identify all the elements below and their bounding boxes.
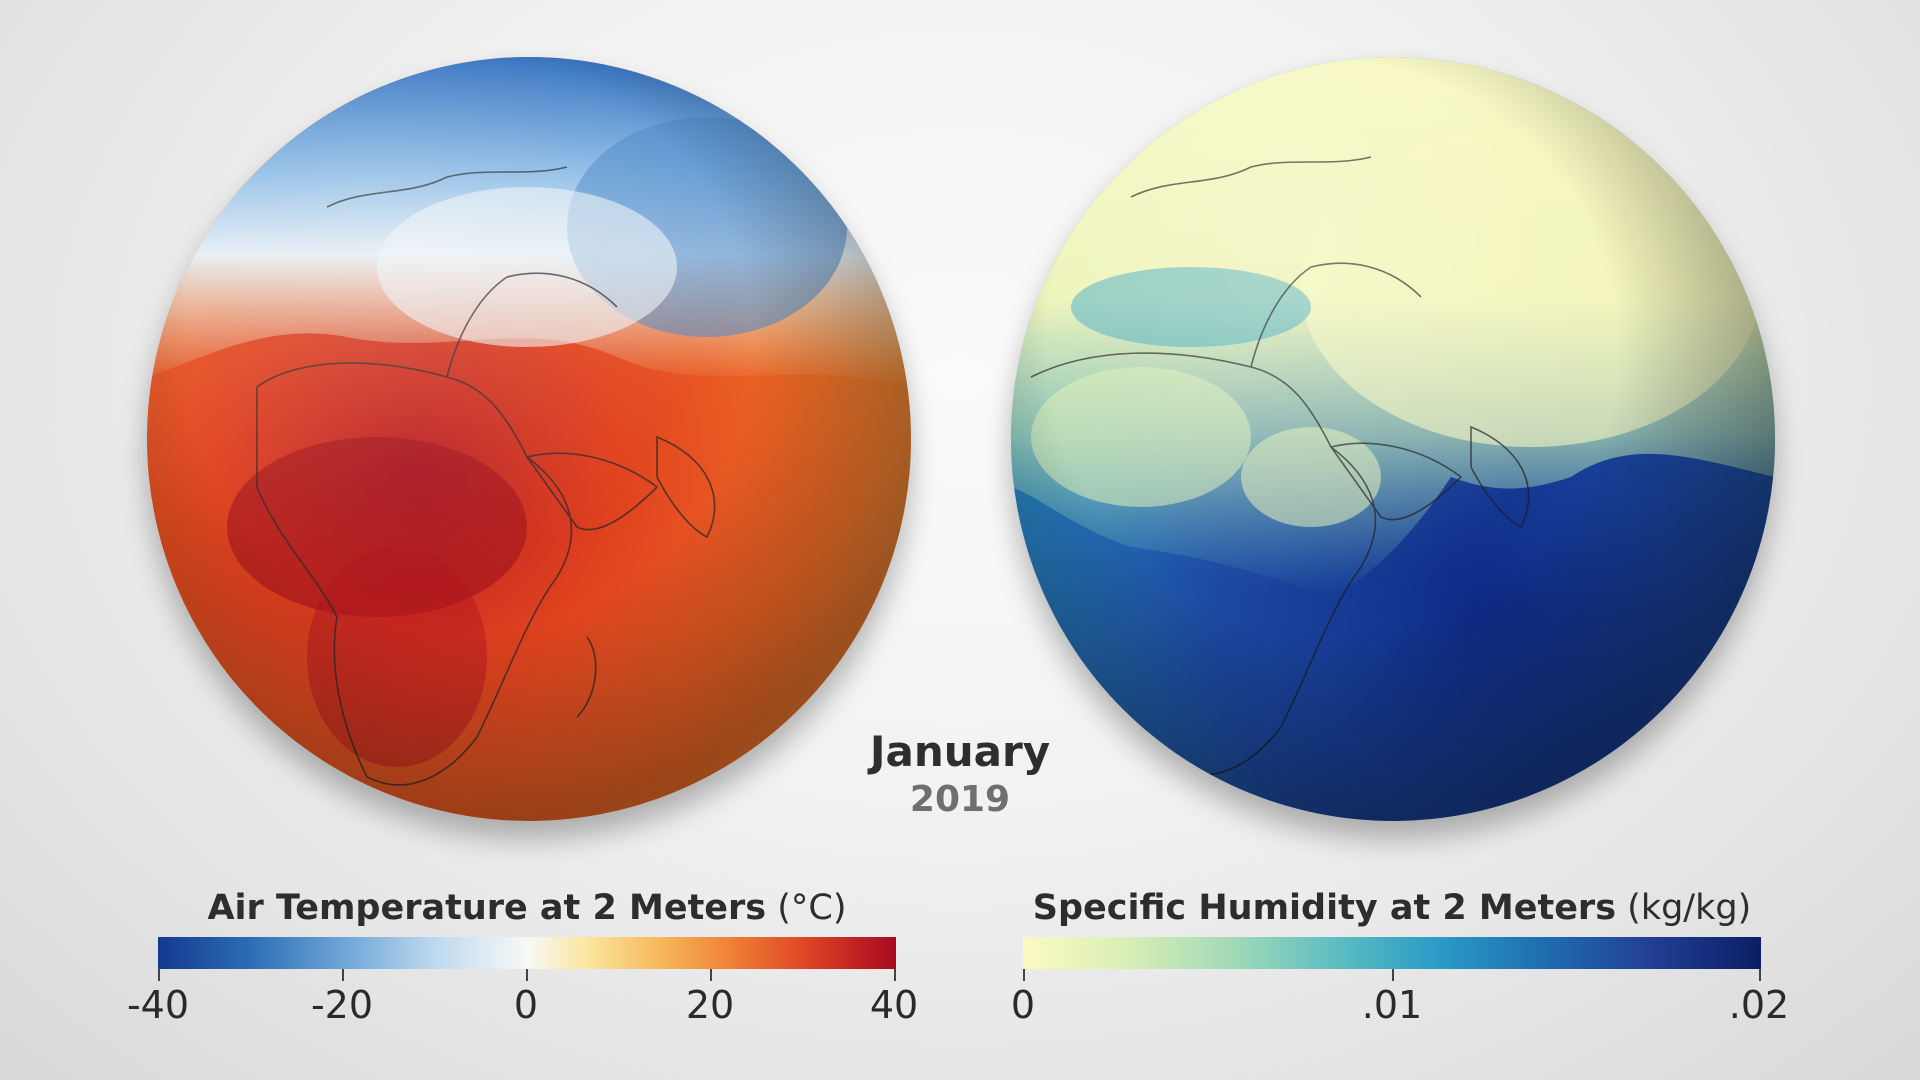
- temperature-tick: [158, 969, 160, 981]
- temperature-tick: [342, 969, 344, 981]
- temperature-globe-map: [147, 57, 911, 821]
- temperature-tick-label: 40: [869, 983, 919, 1027]
- month-label: January: [869, 727, 1051, 776]
- year-label: 2019: [909, 779, 1011, 820]
- temperature-tick-label: -40: [126, 983, 190, 1027]
- humidity-tick: [1023, 969, 1025, 981]
- humidity-title: Specific Humidity at 2 Meters: [1032, 888, 1617, 928]
- temperature-tick-label: -20: [310, 983, 374, 1027]
- humidity-tick-label: .01: [1361, 983, 1423, 1027]
- humidity-globe-map: [1011, 57, 1775, 821]
- temperature-colorbar: [158, 937, 896, 969]
- humidity-tick: [1392, 969, 1394, 981]
- temperature-tick: [710, 969, 712, 981]
- temperature-tick: [526, 969, 528, 981]
- temperature-unit: (°C): [777, 888, 847, 928]
- temperature-legend-title: Air Temperature at 2 Meters (°C): [158, 888, 896, 928]
- humidity-unit: (kg/kg): [1627, 888, 1752, 928]
- humidity-tick-label: 0: [1010, 983, 1036, 1027]
- temperature-tick-label: 20: [685, 983, 735, 1027]
- humidity-legend-title: Specific Humidity at 2 Meters (kg/kg): [1023, 888, 1761, 928]
- temperature-tick: [894, 969, 896, 981]
- temperature-title: Air Temperature at 2 Meters: [207, 888, 767, 928]
- date-label: January 2019: [810, 726, 1110, 822]
- humidity-tick: [1759, 969, 1761, 981]
- humidity-colorbar: [1023, 937, 1761, 969]
- humidity-tick-label: .02: [1728, 983, 1790, 1027]
- temperature-tick-label: 0: [513, 983, 539, 1027]
